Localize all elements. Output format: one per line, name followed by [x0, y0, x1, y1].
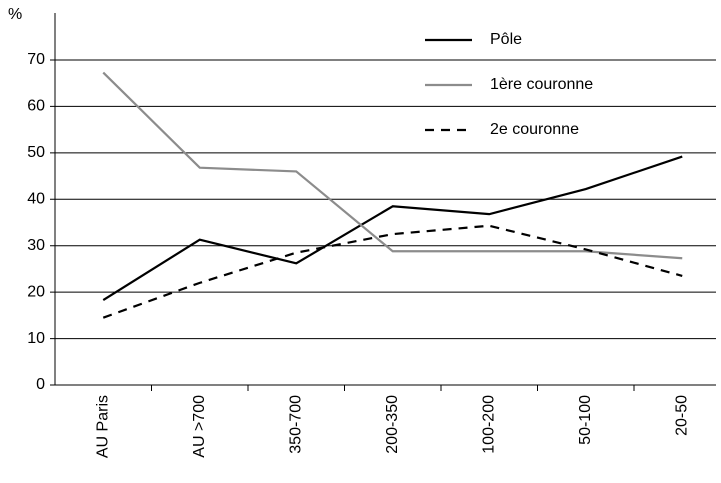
y-tick-label: 10 — [27, 330, 45, 347]
series-line — [102, 224, 683, 319]
legend-label: 2e couronne — [490, 121, 579, 138]
y-tick-label: 0 — [36, 376, 45, 393]
x-tick-label: 50-100 — [577, 395, 594, 445]
x-tick-label: 100-200 — [480, 395, 497, 454]
y-tick-label: 50 — [27, 144, 45, 161]
legend-label: Pôle — [490, 31, 522, 48]
legend-label: 1ère couronne — [490, 76, 593, 93]
x-tick-label: 20-50 — [673, 395, 690, 436]
x-tick-label: 350-700 — [287, 395, 304, 454]
y-tick-label: 30 — [27, 237, 45, 254]
x-tick-label: AU >700 — [191, 395, 208, 458]
y-tick-label: 70 — [27, 51, 45, 68]
y-tick-label: 20 — [27, 283, 45, 300]
y-axis-label: % — [8, 6, 22, 23]
series-line — [102, 155, 683, 301]
y-tick-label: 40 — [27, 191, 45, 208]
x-tick-label: 200-350 — [384, 395, 401, 454]
y-tick-label: 60 — [27, 98, 45, 115]
series-line — [102, 71, 683, 260]
x-tick-label: AU Paris — [94, 395, 111, 458]
